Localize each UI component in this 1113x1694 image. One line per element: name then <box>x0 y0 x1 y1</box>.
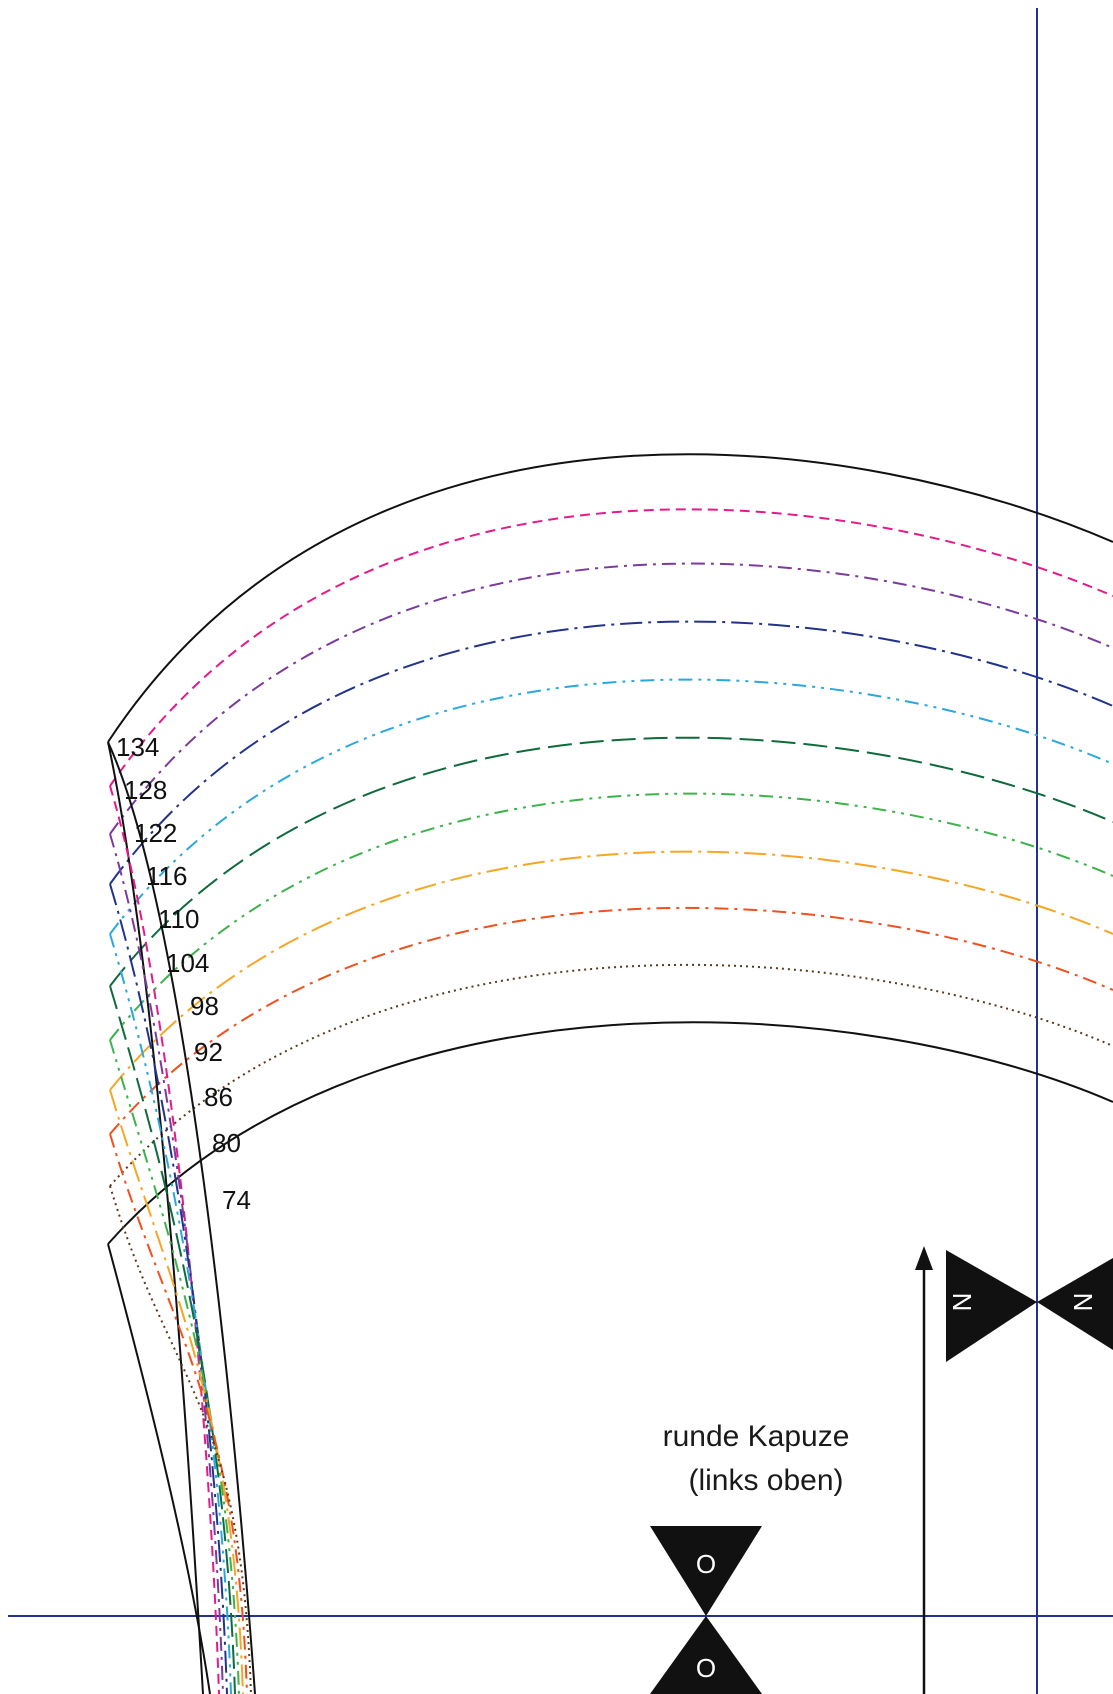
contour-104 <box>109 736 1113 987</box>
side-seam-116 <box>109 883 228 1694</box>
n-notch-left <box>946 1250 1037 1362</box>
o-notch-bottom <box>650 1616 762 1694</box>
side-seam-128 <box>109 785 220 1694</box>
o-notch-bottom-label: O <box>696 1653 716 1683</box>
side-seam-92 <box>109 1089 244 1694</box>
size-label-98: 98 <box>190 991 219 1021</box>
n-notch-marks: N N <box>946 1250 1113 1362</box>
size-label-128: 128 <box>124 775 167 805</box>
outer-side-seam <box>107 741 204 1694</box>
contour-134 <box>107 453 1113 743</box>
contour-122 <box>109 562 1113 835</box>
side-seam-110 <box>109 933 232 1694</box>
o-notch-marks: O O <box>650 1526 762 1694</box>
side-seam-strands <box>109 785 252 1694</box>
side-seam-98 <box>109 1039 240 1694</box>
contour-92 <box>109 850 1113 1091</box>
size-label-134: 134 <box>116 732 159 762</box>
size-label-122: 122 <box>134 818 177 848</box>
contour-86 <box>109 906 1113 1135</box>
side-seam-86 <box>109 1133 248 1694</box>
size-labels: 134 128 122 116 110 104 98 92 86 80 74 <box>116 732 251 1215</box>
n-notch-left-label: N <box>947 1293 977 1312</box>
size-label-104: 104 <box>166 948 209 978</box>
pattern-title-line2: (links oben) <box>688 1464 843 1497</box>
grainline-arrow <box>915 1246 933 1694</box>
contour-116 <box>109 620 1113 885</box>
contour-74 <box>107 1021 1113 1245</box>
size-label-110: 110 <box>158 904 199 934</box>
side-seam-104 <box>109 985 236 1694</box>
size-label-74: 74 <box>222 1185 251 1215</box>
size-label-116: 116 <box>146 861 187 891</box>
size-label-92: 92 <box>194 1037 223 1067</box>
pattern-title-line1: runde Kapuze <box>663 1420 850 1453</box>
size-contours <box>107 453 1113 1245</box>
inner-side-seam <box>107 1243 211 1694</box>
o-notch-top-label: O <box>696 1549 716 1579</box>
n-notch-right-label: N <box>1068 1293 1098 1312</box>
contour-80 <box>109 963 1113 1187</box>
size-label-86: 86 <box>204 1082 233 1112</box>
size-label-80: 80 <box>212 1128 241 1158</box>
contour-110 <box>109 678 1113 935</box>
contour-98 <box>109 792 1113 1041</box>
center-side-seam <box>107 741 256 1694</box>
n-notch-right <box>1037 1258 1113 1350</box>
contour-128 <box>109 508 1113 787</box>
side-seam-80 <box>109 1185 252 1694</box>
side-seam-122 <box>109 833 224 1694</box>
o-notch-top <box>650 1526 762 1616</box>
